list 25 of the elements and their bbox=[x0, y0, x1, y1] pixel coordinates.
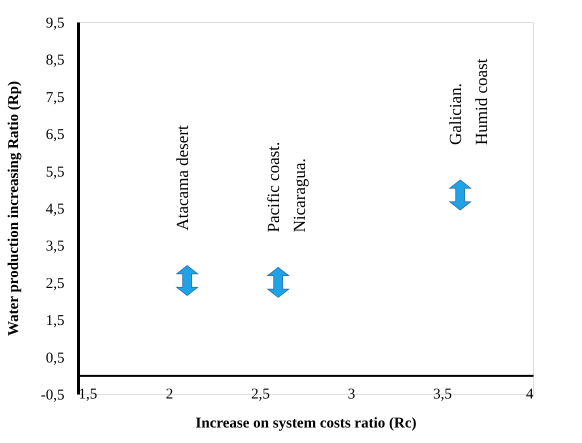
x-tick-label: 3 bbox=[348, 386, 356, 402]
x-tick-label: 1,5 bbox=[78, 386, 98, 402]
annotation: Atacama desert bbox=[173, 125, 192, 231]
y-tick-label: 5,5 bbox=[46, 164, 64, 180]
y-tick-label: 6,5 bbox=[46, 127, 64, 144]
point bbox=[176, 265, 198, 296]
y-tick-label: 3,5 bbox=[46, 238, 64, 255]
y-tick-label: 8,5 bbox=[46, 52, 64, 69]
annotation: Pacific coast. Nicaragua. bbox=[264, 142, 310, 232]
annotation: Galician. Humid coast bbox=[446, 58, 492, 145]
point bbox=[449, 180, 472, 210]
y-axis-title: Water production increasing Ratio (Rp) bbox=[6, 80, 22, 336]
y-tick-label: 4,5 bbox=[46, 202, 64, 218]
x-tick-label: 4 bbox=[526, 386, 534, 402]
y-tick-label: -0,5 bbox=[40, 388, 64, 404]
x-tick-label: 2 bbox=[166, 386, 174, 402]
x-axis-title: Increase on system costs ratio (Rc) bbox=[196, 416, 416, 432]
x-tick-label: 3,5 bbox=[433, 386, 452, 402]
y-tick-label: 1,5 bbox=[46, 313, 64, 330]
point bbox=[267, 267, 290, 298]
x-tick-label: 2,5 bbox=[251, 386, 270, 402]
y-tick-label: 2,5 bbox=[46, 276, 64, 292]
y-tick-label: 0,5 bbox=[46, 350, 64, 366]
y-tick-label: 9,5 bbox=[46, 16, 64, 32]
y-tick-label: 7,5 bbox=[46, 90, 64, 106]
